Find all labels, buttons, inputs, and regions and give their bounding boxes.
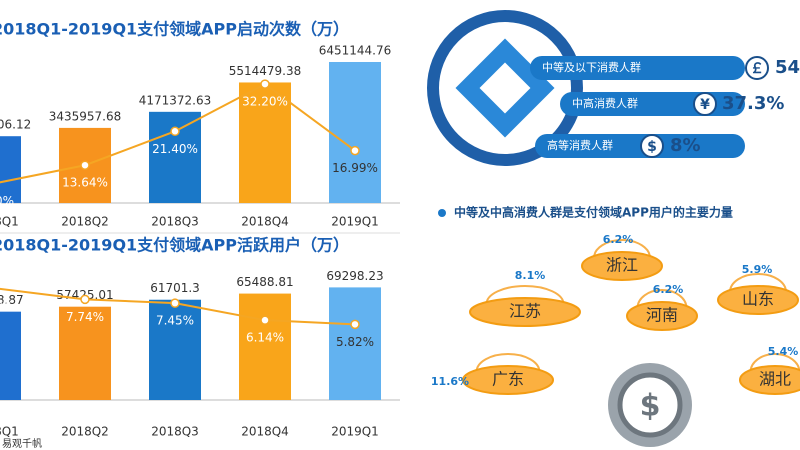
bar	[149, 111, 201, 203]
bar	[149, 299, 201, 400]
x-tick-label: 2018Q2	[61, 425, 109, 439]
bar-value-label: 4171372.63	[139, 93, 212, 107]
x-tick-label: 2018Q3	[151, 425, 199, 439]
cloud	[717, 285, 799, 315]
region-name: 江苏	[509, 302, 541, 321]
segment-value: 37.3%	[722, 93, 784, 114]
bar-value-label: 61701.3	[150, 281, 200, 295]
cloud	[739, 365, 800, 395]
growth-marker	[350, 145, 360, 156]
region-value: 5.9%	[742, 263, 773, 276]
cloud	[626, 301, 698, 331]
coin-symbol: $	[640, 389, 661, 424]
region-name: 广东	[492, 370, 524, 389]
x-tick-label: 2018Q4	[241, 215, 289, 229]
segment-label: 中高消费人群	[572, 96, 638, 110]
growth-marker	[80, 294, 90, 305]
growth-marker	[170, 126, 180, 137]
region-value: 5.4%	[768, 345, 799, 358]
x-tick-label: 2018Q1	[0, 425, 19, 439]
segment-value: 8%	[670, 135, 701, 156]
bar-value-label: 6451144.76	[319, 43, 392, 57]
ring-gap	[422, 195, 532, 215]
growth-label: 6.14%	[246, 331, 284, 345]
bullet	[438, 209, 446, 217]
source: 来源：易观千帆	[0, 437, 42, 450]
cloud	[469, 297, 581, 327]
chart-title: 2018Q1-2019Q1支付领域APP启动次数（万）	[0, 20, 349, 39]
x-tick-label: 2018Q2	[61, 215, 109, 229]
segment-label: 高等消费人群	[547, 138, 613, 152]
ring	[427, 10, 583, 166]
x-tick-label: 2018Q4	[241, 425, 289, 439]
growth-label: 7.74%	[66, 310, 104, 324]
segment-icon	[693, 92, 717, 116]
bar-value-label: 5514479.38	[229, 64, 302, 78]
growth-marker	[260, 79, 270, 89]
growth-label: 9.50%	[0, 194, 14, 208]
segment-symbol: ￡	[750, 61, 764, 77]
bar	[239, 293, 291, 400]
region-value: 8.1%	[515, 269, 546, 282]
growth-label: 16.99%	[332, 161, 378, 175]
bar	[0, 136, 21, 203]
x-tick-label: 2019Q1	[331, 425, 379, 439]
bar-value-label: 65488.81	[236, 275, 293, 289]
growth-label: 5.82%	[336, 335, 374, 349]
bar	[329, 61, 381, 204]
bar	[59, 306, 111, 400]
cloud	[462, 365, 554, 395]
segment-symbol: ¥	[700, 97, 710, 113]
coin	[617, 372, 683, 438]
x-tick-label: 2018Q1	[0, 215, 19, 229]
growth-label: 32.20%	[242, 95, 288, 109]
bar-value-label: 3056006.12	[0, 118, 31, 132]
region-name: 湖北	[759, 370, 791, 389]
growth-label: 8.60%	[0, 299, 14, 313]
x-tick-label: 2018Q3	[151, 215, 199, 229]
region-value: 6.2%	[603, 233, 634, 246]
chart-title: 2018Q1-2019Q1支付领域APP活跃用户（万）	[0, 236, 349, 255]
bar-value-label: 69298.23	[326, 269, 383, 283]
segment-label: 中等及以下消费人群	[542, 60, 641, 74]
region-value: 11.6%	[431, 375, 469, 388]
region-name: 山东	[742, 290, 774, 309]
growth-marker	[350, 319, 360, 330]
growth-marker	[260, 315, 270, 325]
bar	[239, 82, 291, 203]
segment-symbol: $	[647, 139, 657, 155]
growth-marker	[170, 298, 180, 308]
cloud	[581, 251, 663, 281]
bar	[0, 311, 21, 400]
note: 中等及中高消费人群是支付领域APP用户的主要力量	[454, 205, 733, 220]
region-name: 河南	[646, 306, 678, 325]
growth-label: 21.40%	[152, 142, 198, 156]
segment-icon	[640, 134, 664, 158]
segment-icon	[745, 56, 769, 80]
segment-value: 54.7%	[775, 57, 800, 78]
segment-pill	[530, 56, 745, 80]
region-value: 6.2%	[653, 283, 684, 296]
bar	[329, 287, 381, 400]
bar-value-label: 3435957.68	[49, 109, 122, 123]
growth-label: 7.45%	[156, 314, 194, 328]
growth-marker	[80, 160, 90, 170]
x-tick-label: 2019Q1	[331, 215, 379, 229]
region-name: 浙江	[606, 256, 638, 275]
bar-value-label: 54358.87	[0, 293, 24, 307]
growth-label: 13.64%	[62, 176, 108, 190]
